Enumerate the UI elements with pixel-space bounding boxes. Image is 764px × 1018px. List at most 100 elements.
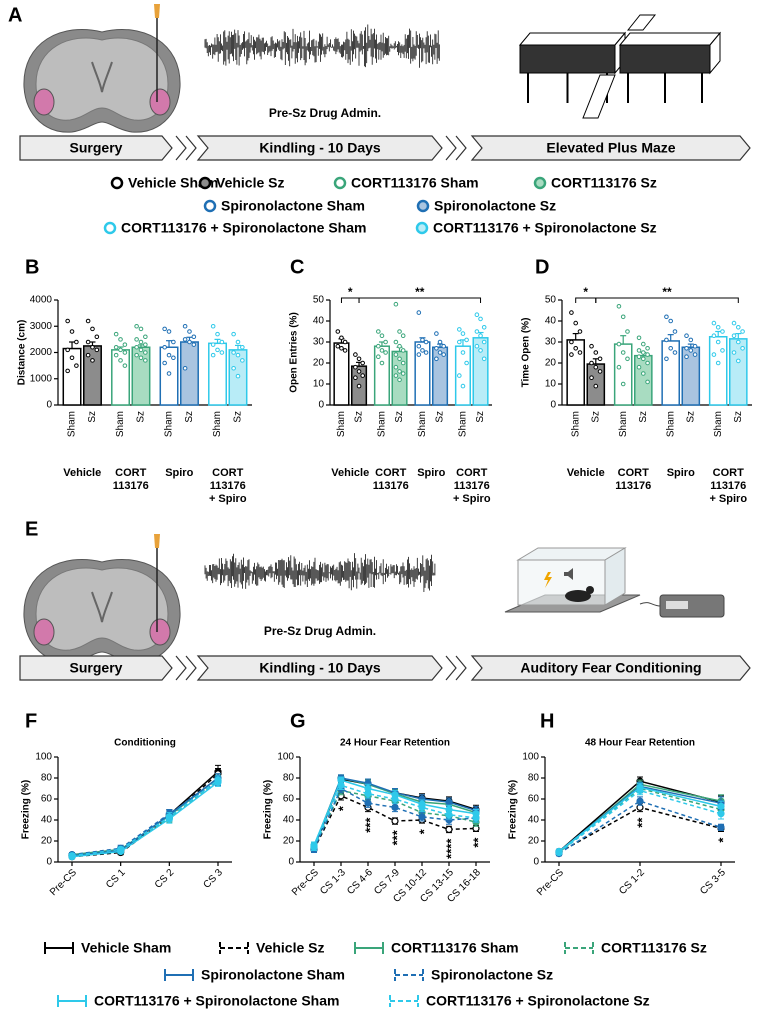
- chamber-side: [604, 547, 626, 606]
- marker: [418, 813, 426, 821]
- data-point: [481, 339, 487, 345]
- panel-label: D: [535, 256, 549, 278]
- x-tick-label: Sz: [685, 411, 696, 423]
- legend-label: Spironolactone Sz: [431, 967, 553, 983]
- x-tick-label: Sz: [590, 411, 601, 423]
- data-point: [688, 348, 694, 353]
- data-point: [171, 339, 176, 345]
- series-line: [71, 771, 219, 857]
- marker: [214, 776, 222, 784]
- data-point: [379, 348, 385, 353]
- controller-display: [666, 601, 688, 609]
- group-label: CORT: [212, 467, 243, 479]
- ventricle: [91, 61, 113, 93]
- legend-marker: [164, 969, 194, 981]
- data-point: [740, 346, 745, 351]
- group-label: Spiro: [667, 467, 695, 479]
- data-point: [569, 310, 574, 315]
- maze-side: [709, 31, 721, 75]
- legend-marker: [219, 942, 249, 954]
- data-point: [65, 318, 70, 324]
- data-point: [736, 325, 741, 330]
- y-tick-label: 20: [283, 836, 295, 847]
- data-point: [423, 339, 429, 345]
- marker: [636, 786, 644, 795]
- x-tick-label: Sham: [115, 411, 126, 437]
- bar: [708, 336, 728, 406]
- legend-marker: [333, 176, 347, 190]
- panel-label: F: [25, 710, 37, 732]
- group-label: CORT: [456, 467, 487, 479]
- data-point: [138, 339, 144, 345]
- panel-label: A: [8, 4, 22, 26]
- brain-icon: [23, 4, 181, 133]
- data-point: [65, 368, 70, 374]
- x-tick-label: Sz: [354, 411, 365, 423]
- data-point: [400, 360, 406, 366]
- data-point: [645, 379, 650, 385]
- data-point: [379, 360, 385, 366]
- panel-label: C: [290, 256, 304, 278]
- x-tick-label: Sham: [164, 411, 175, 437]
- data-point: [577, 329, 583, 334]
- significance-label: *: [416, 828, 431, 834]
- data-point: [122, 342, 128, 347]
- x-tick-label: Sz: [638, 411, 649, 423]
- data-point: [376, 343, 381, 349]
- y-tick-label: 100: [277, 752, 294, 763]
- series-line: [71, 777, 219, 857]
- data-point: [210, 352, 216, 358]
- amygdala: [33, 88, 55, 116]
- data-point: [569, 352, 574, 357]
- group-label: 113176: [210, 480, 246, 492]
- x-tick-label: CS 4-6: [345, 867, 375, 897]
- data-point: [69, 355, 75, 361]
- timeline-arrow: [19, 135, 173, 161]
- maze-arm: [619, 44, 711, 74]
- y-tick-label: 20: [41, 836, 53, 847]
- marker: [391, 817, 399, 825]
- maze-top: [618, 32, 722, 46]
- group-label: 113176: [710, 480, 746, 492]
- data-point: [166, 371, 172, 376]
- chart-title: Conditioning: [114, 738, 176, 749]
- brain-inner: [35, 567, 169, 651]
- data-point: [664, 337, 669, 343]
- data-point: [231, 365, 236, 371]
- data-point: [720, 348, 725, 353]
- chevron: [445, 135, 457, 161]
- group-label: CORT: [375, 467, 406, 479]
- data-point: [397, 369, 402, 374]
- chevron: [445, 655, 457, 681]
- y-tick-label: 40: [283, 815, 295, 826]
- amygdala: [33, 618, 55, 646]
- marker: [364, 790, 372, 798]
- data-point: [672, 350, 678, 355]
- data-point: [166, 329, 172, 334]
- legend-label: CORT113176 Sz: [601, 940, 707, 956]
- data-point: [715, 360, 721, 366]
- x-tick-label: Sz: [233, 411, 244, 423]
- group-label: Vehicle: [567, 467, 605, 479]
- data-point: [711, 352, 717, 357]
- y-tick-label: 30: [545, 337, 557, 348]
- legend-marker: [389, 995, 419, 1007]
- electrode-tip: [154, 4, 160, 18]
- legend-marker: [416, 199, 430, 213]
- data-point: [641, 356, 646, 362]
- marker: [310, 843, 318, 851]
- data-point: [231, 350, 236, 355]
- data-point: [460, 350, 466, 355]
- y-axis-label: Distance (cm): [17, 320, 28, 386]
- electrode-tip: [154, 534, 160, 548]
- legend-marker: [415, 221, 429, 235]
- data-point: [641, 371, 646, 376]
- data-point: [423, 350, 429, 355]
- significance-label: **: [415, 285, 425, 299]
- timeline-arrow: [470, 135, 751, 161]
- series-line: [71, 777, 219, 856]
- group-label: 113176: [373, 480, 409, 492]
- maze-open-arm: [582, 74, 616, 119]
- data-point: [711, 320, 717, 326]
- data-point: [240, 344, 245, 350]
